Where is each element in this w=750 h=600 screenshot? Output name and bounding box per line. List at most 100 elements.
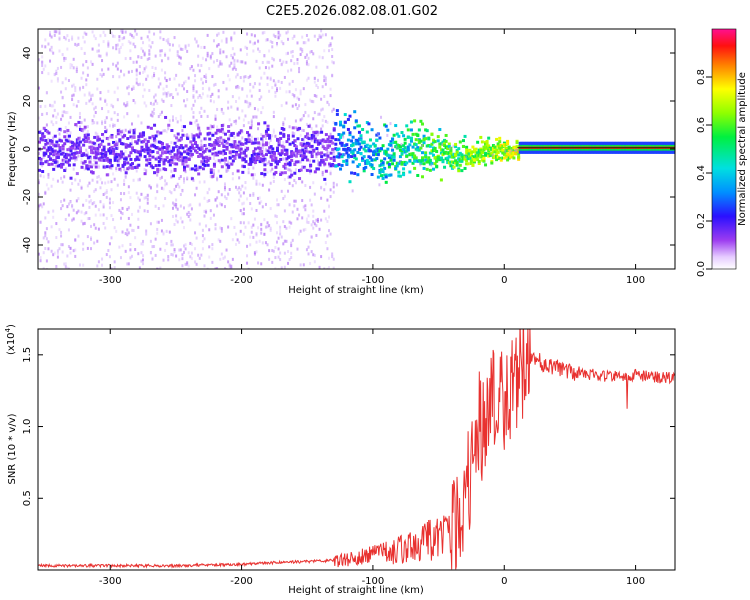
spectrogram-cell [302,156,306,160]
spectrogram-cell [153,171,157,175]
spectrogram-cell [123,73,126,77]
spectrogram-cell [291,134,295,138]
spectrogram-cell [293,93,296,97]
spectrogram-cell [269,154,273,158]
spectrogram-cell [41,138,45,142]
spectrogram-cell [154,99,157,103]
spectrogram-cell [253,115,256,119]
spectrogram-cell [339,153,343,157]
spectrogram-cell [94,153,98,157]
spectrogram-cell [124,175,127,179]
spectrogram-cell [85,153,89,157]
spectrogram-cell [287,69,290,73]
spectrogram-cell [41,132,45,136]
spectrogram-cell [227,192,230,196]
spectrogram-cell [94,143,97,147]
spectrogram-cell [427,137,431,141]
spectrogram-cell [337,163,341,167]
spectrogram-cell [246,261,249,265]
spectrogram-cell [212,157,215,161]
spectrogram-cell [44,64,47,68]
spectrogram-cell [498,136,502,140]
spectrogram-cell [353,148,357,152]
spectrogram-cell [149,45,152,49]
spectrogram-cell [115,146,119,150]
spectrogram-cell [94,159,97,163]
spectrogram-cell [329,164,333,168]
spectrogram-cell [145,169,148,173]
spectrogram-cell [326,137,330,141]
spectrogram-cell [129,256,132,260]
spectrogram-cell [192,94,195,98]
spectrogram-cell [414,143,418,147]
spectrogram-cell [384,180,388,184]
spectrogram-cell [316,133,319,137]
spectrogram-cell [45,259,48,263]
spectrogram-cell [454,142,458,146]
spectrogram-cell [249,235,252,239]
spectrogram-cell [513,148,516,152]
spectrogram-cell [502,152,506,156]
spectrogram-cell [504,146,508,150]
spectrogram-cell [41,63,44,67]
spectrogram-cell [200,96,203,100]
spectrogram-cell [105,116,108,120]
spectrogram-cell [411,132,415,136]
spectrogram-cell [99,200,102,204]
spectrogram-cell [184,104,187,108]
spectrogram-cell [47,163,51,167]
spectrogram-cell [242,75,245,79]
spectrogram-cell [315,83,318,87]
spectrogram-cell [474,150,478,154]
spectrogram-cell [446,160,450,164]
spectrogram-cell [220,203,223,207]
spectrogram-cell [78,179,81,183]
spectrogram-cell [460,159,464,163]
spectrogram-cell [42,153,46,157]
spectrogram-cell [182,206,185,210]
spectrogram-cell [49,59,52,63]
spectrogram-cell [291,141,295,145]
spectrogram-cell [86,156,90,160]
spectrogram-cell [69,176,73,180]
spectrogram-cell [299,89,302,93]
spectrogram-cell [47,137,50,141]
spectrogram-cell [55,156,59,160]
spectrogram-cell [63,155,67,159]
spectrogram-cell [288,168,291,172]
spectrogram-cell [417,148,421,152]
spectrogram-cell [219,160,222,164]
spectrogram-cell [121,29,124,33]
spectrogram-cell [44,142,48,146]
spectrogram-cell [313,137,317,141]
spectrogram-cell [93,158,96,162]
spectrogram-cell [143,142,146,146]
spectrogram-cell [194,247,197,251]
spectrogram-cell [198,203,201,207]
spectrogram-cell [205,159,209,163]
spectrogram-cell [294,151,297,155]
spectrogram-cell [110,103,113,107]
spectrogram-cell [268,141,271,145]
spectrogram-cell [408,153,412,157]
spectrogram-cell [119,132,122,136]
spectrogram-cell [304,135,308,139]
spectrogram-cell [282,140,285,144]
spectrogram-cell [75,138,79,142]
spectrogram-cell [90,148,94,152]
spectrogram-cell [124,30,127,34]
spectrogram-cell [154,66,157,70]
spectrogram-cell [71,84,74,88]
spectrogram-cell [197,172,201,176]
spectrogram-cell [260,231,263,235]
spectrogram-cell [227,125,231,129]
spectrogram-cell [271,147,275,151]
spectrogram-cell [225,40,228,44]
spectrogram-cell [469,151,473,155]
spectrogram-cell [116,152,120,156]
spectrogram-cell [149,239,152,243]
spectrogram-cell [96,149,100,153]
spectrogram-cell [253,147,257,151]
spectrogram-cell [228,78,231,82]
